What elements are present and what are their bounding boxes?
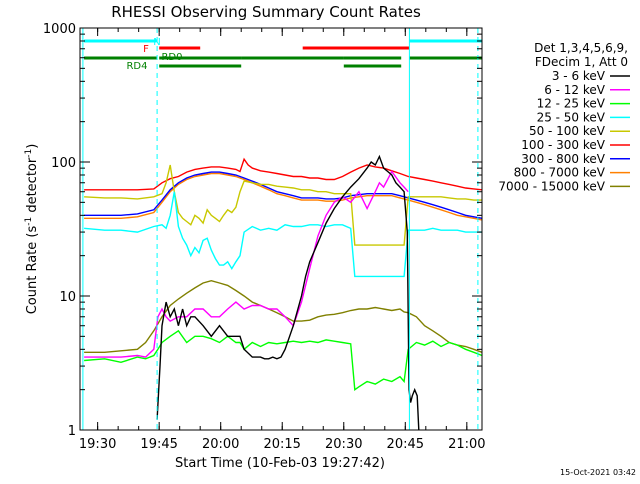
series-line-0 <box>156 154 420 431</box>
y-tick-label-3: 1000 <box>43 22 76 37</box>
y-axis-label-sup1: -1 <box>24 217 34 226</box>
x-tick-label-1: 19:45 <box>140 437 177 452</box>
status-label-n: N <box>153 37 160 48</box>
legend-label-0: 3 - 6 keV <box>552 69 606 83</box>
x-tick-label-4: 20:30 <box>325 437 362 452</box>
x-axis: 19:30 19:45 20:00 20:15 20:30 20:45 21:00 <box>79 28 486 452</box>
y-axis-label-main: Count Rate (s <box>25 226 40 315</box>
legend-label-4: 50 - 100 keV <box>529 124 606 138</box>
legend-label-5: 100 - 300 keV <box>521 138 605 152</box>
x-tick-label-6: 21:00 <box>448 437 485 452</box>
series-line-5 <box>84 157 483 191</box>
plot-frame <box>79 27 483 431</box>
series-line-8 <box>84 279 483 353</box>
status-bars: NFRD0RD4 <box>84 37 482 72</box>
legend-label-3: 25 - 50 keV <box>537 110 606 124</box>
series-layer <box>84 154 483 431</box>
y-tick-label-0: 1 <box>68 424 76 439</box>
y-axis-label-sup2: -1 <box>24 149 34 158</box>
y-tick-label-2: 100 <box>51 156 76 171</box>
y-axis-label: Count Rate (s-1 detector-1) <box>24 144 40 315</box>
y-tick-label-1: 10 <box>59 290 76 305</box>
plot-area: NFRD0RD4 <box>82 28 483 431</box>
timestamp: 15-Oct-2021 03:42 <box>560 468 636 477</box>
legend-label-8: 7000 - 15000 keV <box>498 179 605 193</box>
legend-label-1: 6 - 12 keV <box>544 83 606 97</box>
x-tick-label-3: 20:15 <box>263 437 300 452</box>
vertical-markers <box>82 28 479 430</box>
x-tick-label-0: 19:30 <box>79 437 116 452</box>
x-tick-label-2: 20:00 <box>202 437 239 452</box>
series-line-6 <box>84 171 483 219</box>
legend-title-line-1: Det 1,3,4,5,6,9, <box>534 41 628 55</box>
y-axis: 1 10 100 1000 <box>43 22 482 439</box>
legend-label-2: 12 - 25 keV <box>537 97 606 111</box>
chart-title: RHESSI Observing Summary Count Rates <box>111 3 421 21</box>
series-line-4 <box>84 164 482 246</box>
series-line-7 <box>84 172 483 221</box>
legend: Det 1,3,4,5,6,9, FDecim 1, Att 0 3 - 6 k… <box>498 41 630 193</box>
status-label-rd4: RD4 <box>126 61 147 72</box>
y-axis-label-mid: detector <box>25 157 40 217</box>
series-line-1 <box>84 170 409 358</box>
status-label-f: F <box>143 44 149 55</box>
y-axis-label-end: ) <box>25 144 40 149</box>
legend-title-line-2: FDecim 1, Att 0 <box>535 55 628 69</box>
x-tick-label-5: 20:45 <box>387 437 424 452</box>
legend-label-7: 800 - 7000 keV <box>514 166 606 180</box>
series-line-2 <box>84 329 483 391</box>
x-axis-label: Start Time (10-Feb-03 19:27:42) <box>175 456 385 471</box>
legend-label-6: 300 - 800 keV <box>521 152 605 166</box>
